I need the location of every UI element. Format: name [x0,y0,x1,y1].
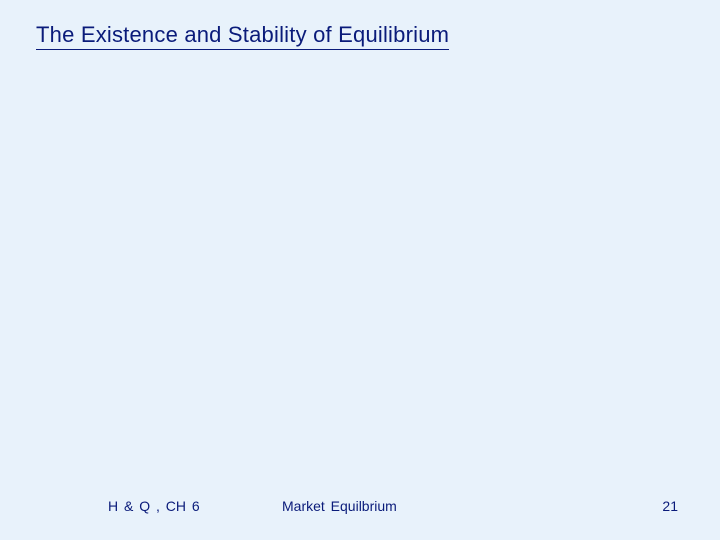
footer-topic: Market Equilbrium [282,498,397,514]
footer-source: H & Q , CH 6 [108,498,200,514]
slide-title: The Existence and Stability of Equilibri… [36,22,449,50]
footer-page-number: 21 [662,498,678,514]
slide: The Existence and Stability of Equilibri… [0,0,720,540]
